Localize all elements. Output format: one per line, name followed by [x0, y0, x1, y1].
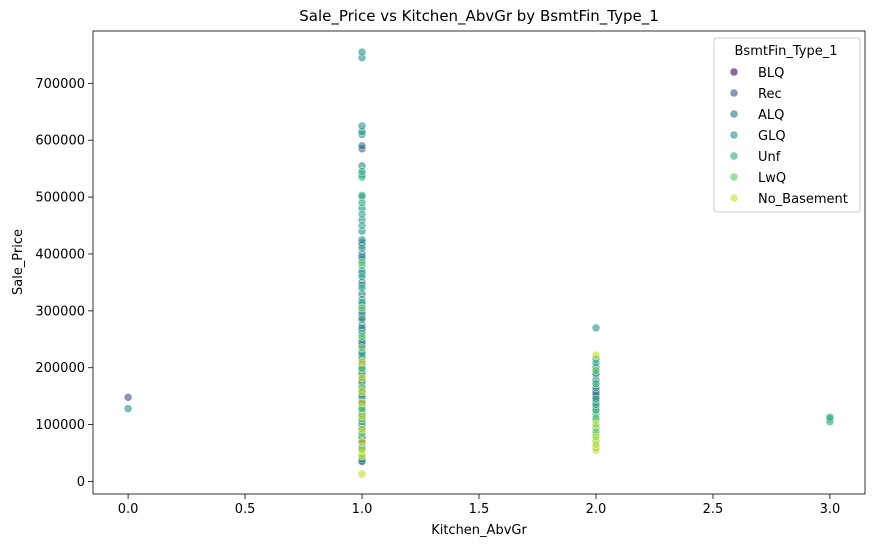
data-point — [357, 445, 367, 455]
data-point — [357, 47, 367, 57]
y-tick-label: 100000 — [35, 418, 85, 433]
x-tick-label: 1.5 — [469, 502, 490, 517]
x-tick-label: 0.5 — [235, 502, 256, 517]
legend-label: GLQ — [758, 129, 786, 144]
data-point — [357, 167, 367, 176]
data-point — [357, 332, 367, 341]
data-point — [357, 209, 367, 219]
data-point — [591, 420, 601, 429]
data-point — [357, 387, 367, 396]
data-point — [357, 198, 367, 208]
legend-marker — [729, 151, 739, 161]
data-point — [357, 343, 367, 353]
x-tick-label: 2.0 — [586, 502, 607, 517]
data-point — [357, 373, 367, 383]
y-tick-label: 600000 — [35, 134, 85, 149]
legend-label: Unf — [758, 150, 781, 165]
x-tick-label: 2.5 — [703, 502, 724, 517]
legend-box — [713, 37, 861, 213]
y-tick-label: 400000 — [35, 247, 85, 262]
data-point — [357, 469, 367, 479]
legend-label: LwQ — [758, 171, 786, 186]
legend-label: ALQ — [758, 108, 784, 123]
data-point — [123, 404, 133, 413]
data-point — [357, 424, 367, 434]
data-point — [357, 437, 367, 446]
x-tick-label: 1.0 — [352, 502, 373, 517]
data-point — [357, 244, 367, 253]
data-point — [357, 221, 367, 230]
data-point — [591, 379, 601, 388]
y-tick-label: 0 — [77, 475, 85, 490]
legend: BsmtFin_Type_1 BLQ Rec ALQ GLQ Unf LwQ No_Base… — [713, 37, 861, 213]
data-point — [357, 272, 367, 281]
data-point — [357, 121, 367, 131]
data-point — [123, 393, 133, 402]
data-point — [591, 432, 601, 442]
legend-label: BLQ — [758, 66, 784, 81]
data-point — [357, 191, 367, 200]
data-point — [357, 283, 367, 293]
data-point — [591, 440, 601, 449]
legend-label: Rec — [758, 87, 782, 102]
legend-marker — [729, 172, 739, 182]
data-point — [357, 411, 367, 421]
legend-marker — [729, 88, 739, 98]
legend-marker — [729, 193, 739, 203]
data-point — [357, 357, 367, 367]
data-point — [357, 315, 367, 324]
y-axis: 0 100000 200000 300000 400000 500000 600000 700… — [35, 77, 93, 490]
data-point — [591, 366, 601, 375]
y-tick-label: 200000 — [35, 361, 85, 376]
y-tick-label: 700000 — [35, 77, 85, 92]
y-axis-label: Sale_Price — [11, 229, 26, 295]
data-point — [825, 412, 835, 422]
data-point — [591, 358, 601, 368]
legend-title: BsmtFin_Type_1 — [735, 44, 838, 59]
chart-title: Sale_Price vs Kitchen_AbvGr by BsmtFin_T… — [299, 7, 659, 26]
data-point — [357, 235, 367, 244]
data-point — [591, 394, 601, 404]
legend-items: BLQ Rec ALQ GLQ Unf LwQ No_Basement — [729, 66, 848, 207]
y-tick-label: 500000 — [35, 191, 85, 206]
x-axis-label: Kitchen_AbvGr — [431, 523, 527, 538]
x-tick-label: 0.0 — [118, 502, 139, 517]
y-tick-label: 300000 — [35, 304, 85, 319]
legend-marker — [729, 130, 739, 140]
data-point — [591, 323, 601, 333]
data-point — [357, 398, 367, 408]
legend-marker — [729, 67, 739, 77]
points-layer — [123, 47, 835, 479]
data-point — [357, 141, 367, 151]
x-tick-label: 3.0 — [820, 502, 841, 517]
legend-label: No_Basement — [758, 192, 848, 207]
data-point — [357, 303, 367, 313]
data-point — [357, 258, 367, 267]
legend-marker — [729, 109, 739, 119]
x-axis: 0.0 0.5 1.0 1.5 2.0 2.5 3.0 — [118, 494, 841, 517]
data-point — [591, 350, 601, 360]
